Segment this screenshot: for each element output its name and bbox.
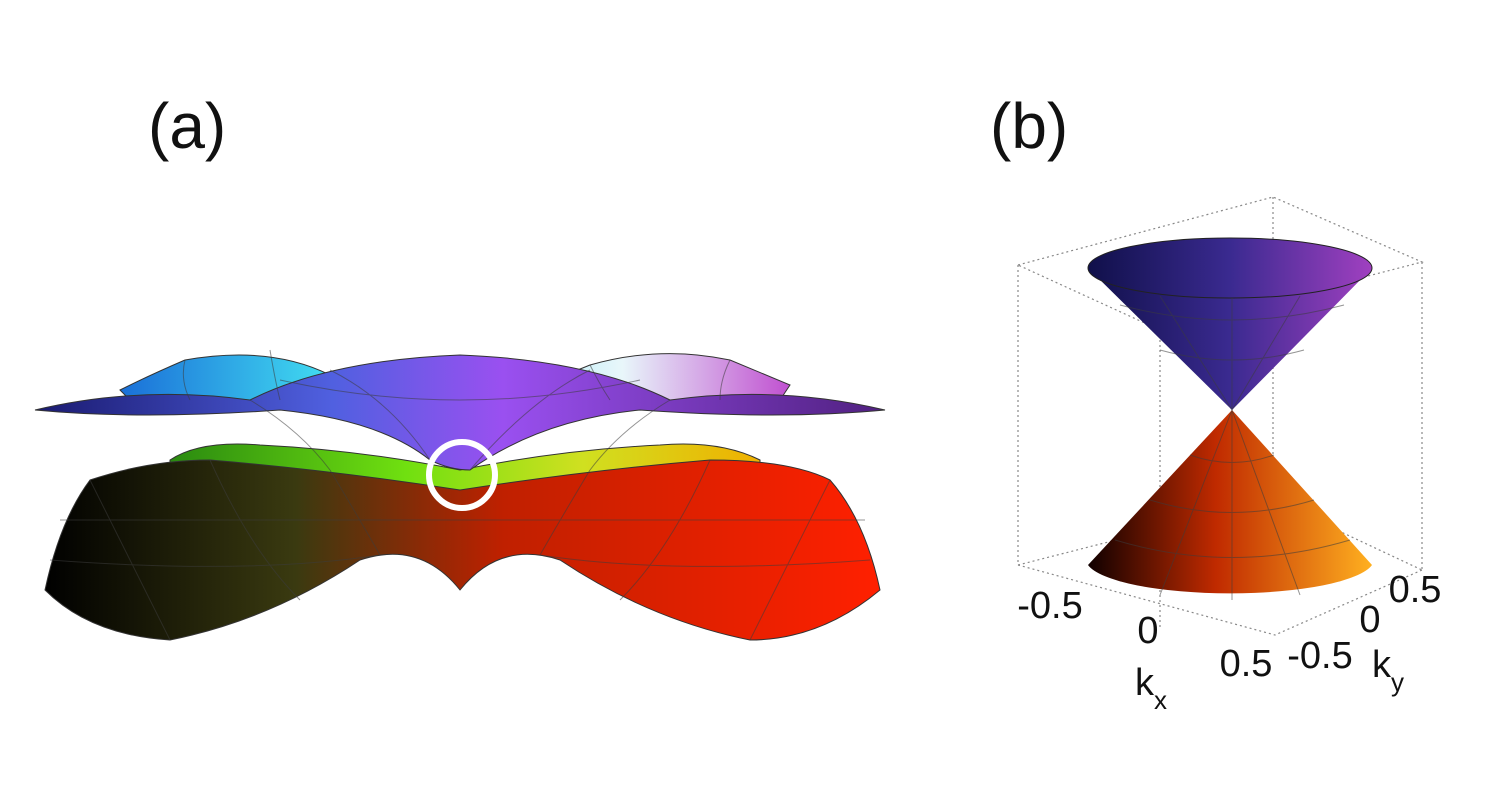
ky-tick-label: 0 xyxy=(1359,599,1380,641)
label-part: k xyxy=(1135,662,1155,704)
ky-tick-label: 0.5 xyxy=(1389,569,1442,611)
panel-label: (a) xyxy=(148,90,226,162)
dirac-cones xyxy=(1087,237,1373,600)
label-part: y xyxy=(1391,667,1404,697)
panel-label: (b) xyxy=(990,90,1068,162)
kx-axis: -0.5 0 0.5 kx xyxy=(1017,585,1272,715)
ky-tick-label: -0.5 xyxy=(1287,635,1352,677)
kx-tick-label: 0.5 xyxy=(1220,643,1273,685)
label-part: k xyxy=(1372,644,1392,686)
kx-tick-label: 0 xyxy=(1137,610,1158,652)
kx-tick-label: -0.5 xyxy=(1017,585,1082,627)
kx-axis-label: kx xyxy=(1135,662,1167,715)
ky-axis-label: ky xyxy=(1372,644,1404,697)
label-part: x xyxy=(1154,685,1167,715)
ky-axis: -0.5 0 0.5 ky xyxy=(1287,569,1441,697)
band-surfaces xyxy=(34,349,886,641)
